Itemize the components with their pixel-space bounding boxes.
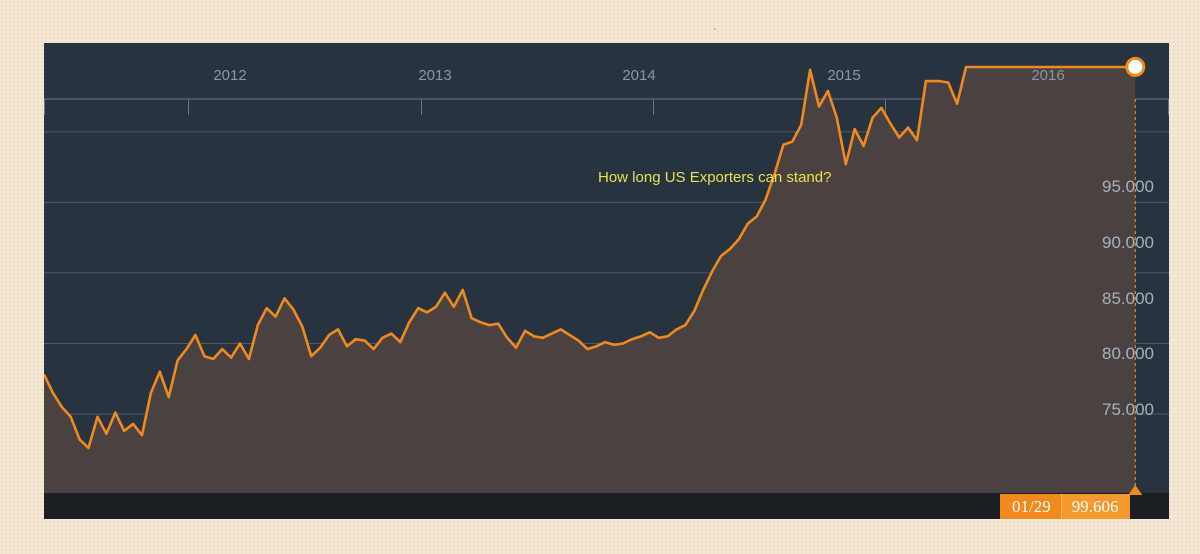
readout-value: 99.606 <box>1060 494 1131 519</box>
y-tick-label: 85.000 <box>1102 289 1154 308</box>
y-tick-label: 75.000 <box>1102 400 1154 419</box>
x-tick-label: 2012 <box>213 67 247 84</box>
y-tick-label: 95.000 <box>1102 177 1154 196</box>
series-area <box>44 66 1136 494</box>
chart-frame <box>14 14 1188 550</box>
y-tick-label: 90.000 <box>1102 233 1154 252</box>
readout-date: 01/29 <box>1000 494 1061 519</box>
chart-annotation: How long US Exporters can stand? <box>598 169 832 186</box>
x-tick-label: 2015 <box>827 67 861 84</box>
decorative-dot <box>714 28 716 30</box>
x-tick-label: 2014 <box>622 67 656 84</box>
y-tick-label: 80.000 <box>1102 344 1154 363</box>
readout-pointer <box>1128 485 1143 495</box>
series-line <box>44 65 1136 450</box>
x-tick-label: 2016 <box>1031 67 1065 84</box>
chart-svg <box>44 56 1169 519</box>
x-tick-label: 2013 <box>418 67 452 84</box>
chart-panel: 2012 2013 2014 2015 2016 75.000 80.000 8… <box>44 43 1169 519</box>
value-readout: 01/29 99.606 <box>1000 494 1131 519</box>
footer-strip <box>44 493 1169 519</box>
last-point-marker[interactable] <box>1125 56 1146 77</box>
